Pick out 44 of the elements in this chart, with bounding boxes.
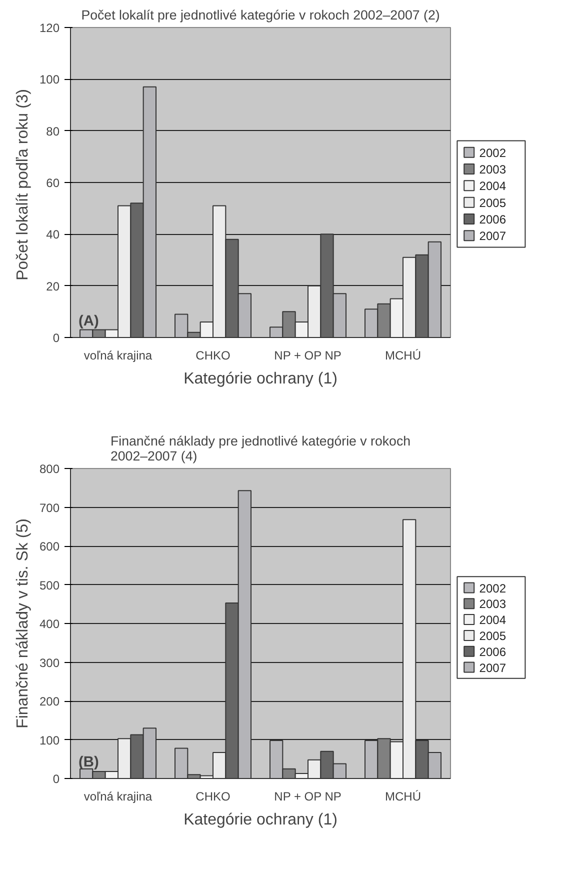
y-tick-label: 700 [39, 500, 60, 515]
x-tick-label: NP + OP NP [274, 348, 342, 362]
y-tick-label: 20 [46, 279, 60, 294]
y-tick-label: 600 [39, 540, 60, 554]
y-tick-label: 100 [39, 72, 60, 87]
x-axis-title: Kategórie ochrany (1) [184, 812, 338, 828]
legend-label: 2007 [479, 229, 506, 244]
y-tick-label: 80 [46, 124, 60, 138]
legend-label: 2002 [479, 146, 506, 160]
y-tick-label: 100 [39, 733, 60, 748]
legend-label: 2003 [479, 597, 506, 612]
legend-label: 2006 [479, 212, 506, 226]
y-tick-label: 0 [52, 772, 60, 786]
legend-label: 2007 [479, 660, 506, 675]
legend-label: 2002 [479, 581, 506, 596]
x-tick-label: CHKO [196, 790, 230, 804]
legend-label: 2006 [479, 644, 506, 659]
legend-label: 2005 [479, 628, 506, 643]
y-tick-label: 120 [39, 21, 60, 35]
y-tick-label: 800 [39, 462, 60, 476]
y-axis-title: Počet lokalít podľa roku (3) [14, 89, 32, 280]
y-axis-title: Finančné náklady v tis. Sk (5) [14, 518, 32, 728]
y-tick-label: 0 [52, 331, 60, 345]
x-tick-label: MCHÚ [385, 348, 422, 362]
annotation: (A) [78, 314, 99, 330]
x-tick-label: MCHÚ [385, 790, 422, 804]
y-tick-label: 40 [46, 228, 60, 242]
legend-label: 2004 [479, 179, 506, 194]
x-axis-title: Kategórie ochrany (1) [184, 370, 338, 388]
legend-label: 2003 [479, 162, 506, 177]
y-tick-label: 300 [39, 656, 60, 670]
y-tick-label: 60 [46, 176, 60, 190]
y-tick-label: 200 [39, 694, 60, 708]
chart-title: Počet lokalít pre jednotlivé kategórie v rokoch 2002–2007 (2) [81, 8, 440, 22]
annotation: (B) [78, 754, 99, 770]
legend-label: 2005 [479, 196, 506, 210]
y-tick-label: 500 [39, 578, 60, 592]
x-tick-label: NP + OP NP [274, 790, 342, 804]
legend-label: 2004 [479, 613, 506, 628]
x-tick-label: voľná krajina [84, 790, 152, 804]
y-tick-label: 400 [39, 617, 60, 631]
x-tick-label: CHKO [196, 348, 230, 362]
chart-title: Finančné náklady pre jednotlivé kategórie v rokoch 2002–2007 (4) [110, 434, 411, 464]
x-tick-label: voľná krajina [84, 348, 152, 362]
